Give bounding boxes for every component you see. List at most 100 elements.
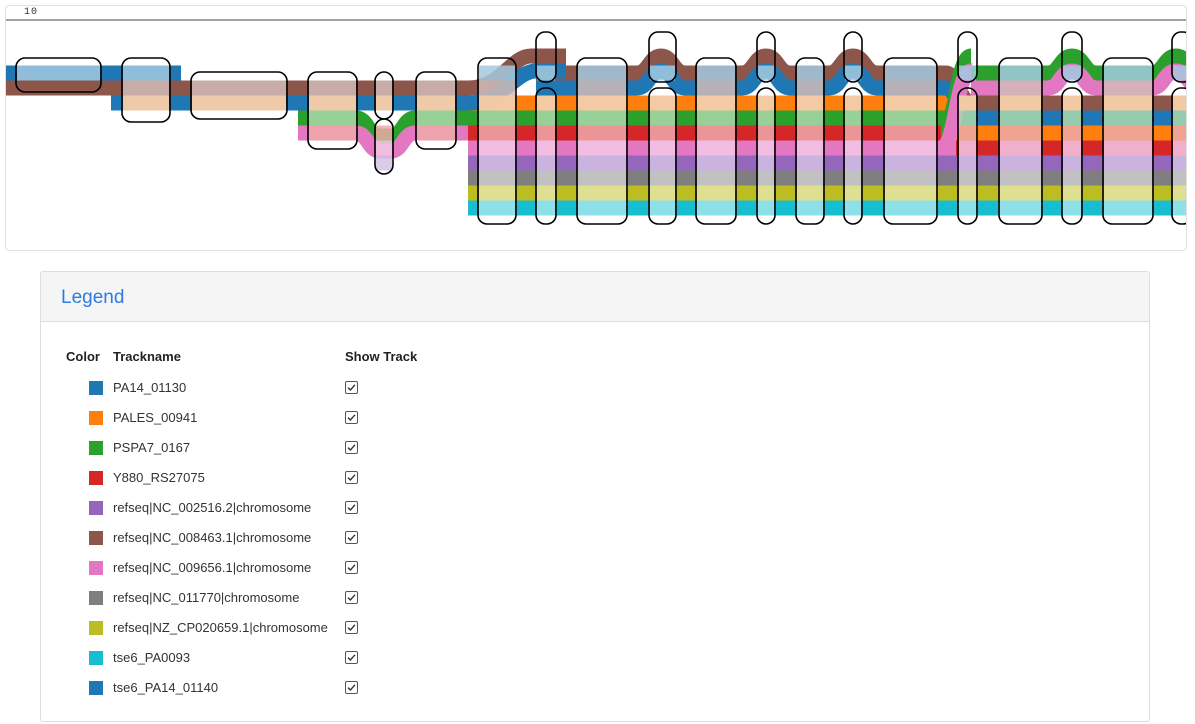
- graph-node[interactable]: [795, 57, 825, 225]
- node-track-highlight: [123, 95, 169, 111]
- node-track-highlight: [797, 95, 823, 111]
- node-track-highlight: [537, 155, 555, 171]
- node-track-highlight: [758, 95, 774, 111]
- show-track-checkbox[interactable]: [345, 531, 358, 544]
- color-swatch: [89, 651, 103, 665]
- node-track-highlight: [537, 125, 555, 141]
- legend-row: PA14_01130: [41, 378, 441, 408]
- graph-svg[interactable]: [6, 6, 1186, 250]
- node-track-highlight: [845, 185, 861, 201]
- graph-node[interactable]: [535, 31, 557, 83]
- node-track-highlight: [1173, 185, 1186, 201]
- graph-node[interactable]: [998, 57, 1043, 225]
- graph-node[interactable]: [695, 57, 737, 225]
- graph-node[interactable]: [374, 118, 394, 175]
- node-track-highlight: [1063, 185, 1081, 201]
- node-track-highlight: [376, 140, 392, 156]
- node-track-highlight: [1000, 170, 1041, 186]
- show-track-checkbox[interactable]: [345, 471, 358, 484]
- node-track-highlight: [1000, 65, 1041, 81]
- show-track-checkbox[interactable]: [345, 411, 358, 424]
- node-track-highlight: [1063, 110, 1081, 126]
- node-track-highlight: [1104, 95, 1152, 111]
- graph-node[interactable]: [415, 71, 457, 150]
- graph-node[interactable]: [648, 87, 677, 225]
- node-track-highlight: [845, 155, 861, 171]
- graph-node[interactable]: [756, 87, 776, 225]
- node-track-highlight: [845, 95, 861, 111]
- node-track-highlight: [758, 170, 774, 186]
- legend-row: PSPA7_0167: [41, 438, 441, 468]
- graph-node[interactable]: [1061, 87, 1083, 225]
- track-name: PA14_01130: [113, 380, 187, 395]
- node-track-highlight: [537, 140, 555, 156]
- show-track-checkbox[interactable]: [345, 651, 358, 664]
- node-track-highlight: [697, 185, 735, 201]
- node-track-highlight: [959, 95, 976, 111]
- node-track-highlight: [885, 95, 936, 111]
- node-track-highlight: [578, 125, 626, 141]
- node-track-highlight: [797, 185, 823, 201]
- legend-panel: Legend Color Trackname Show Track PA14_0…: [40, 271, 1150, 722]
- color-swatch: [89, 471, 103, 485]
- node-track-highlight: [309, 80, 356, 96]
- node-track-highlight: [758, 200, 774, 216]
- node-track-highlight: [845, 200, 861, 216]
- node-track-highlight: [959, 185, 976, 201]
- node-track-highlight: [417, 95, 455, 111]
- track-name: Y880_RS27075: [113, 470, 205, 485]
- node-track-highlight: [845, 125, 861, 141]
- node-track-highlight: [1000, 110, 1041, 126]
- graph-node[interactable]: [190, 71, 288, 120]
- node-track-highlight: [1173, 200, 1186, 216]
- node-track-highlight: [1000, 155, 1041, 171]
- node-track-highlight: [1063, 140, 1081, 156]
- graph-node[interactable]: [957, 31, 978, 83]
- graph-node[interactable]: [1061, 31, 1083, 83]
- graph-node[interactable]: [1102, 57, 1154, 225]
- node-track-highlight: [479, 125, 515, 141]
- show-track-checkbox[interactable]: [345, 591, 358, 604]
- graph-node[interactable]: [843, 87, 863, 225]
- node-track-highlight: [697, 125, 735, 141]
- node-track-highlight: [758, 65, 774, 81]
- node-track-highlight: [578, 170, 626, 186]
- graph-node[interactable]: [307, 71, 358, 150]
- node-track-highlight: [1063, 65, 1081, 81]
- node-track-highlight: [845, 140, 861, 156]
- node-track-highlight: [650, 185, 675, 201]
- check-icon: [347, 534, 356, 542]
- graph-node[interactable]: [957, 87, 978, 225]
- show-track-checkbox[interactable]: [345, 441, 358, 454]
- track-name: tse6_PA14_01140: [113, 680, 219, 695]
- show-track-checkbox[interactable]: [345, 501, 358, 514]
- graph-node[interactable]: [1171, 31, 1186, 83]
- graph-node[interactable]: [756, 31, 776, 83]
- graph-node[interactable]: [535, 87, 557, 225]
- ruler-label: 10: [24, 7, 39, 18]
- show-track-checkbox[interactable]: [345, 561, 358, 574]
- color-swatch: [89, 441, 103, 455]
- legend-title: Legend: [61, 287, 125, 308]
- graph-node[interactable]: [477, 57, 517, 225]
- graph-node[interactable]: [15, 57, 102, 93]
- graph-node[interactable]: [1171, 87, 1186, 225]
- show-track-checkbox[interactable]: [345, 621, 358, 634]
- node-track-highlight: [758, 185, 774, 201]
- check-icon: [347, 384, 356, 392]
- node-track-highlight: [650, 140, 675, 156]
- node-track-highlight: [1063, 125, 1081, 141]
- show-track-checkbox[interactable]: [345, 381, 358, 394]
- graph-node[interactable]: [121, 57, 171, 123]
- show-track-checkbox[interactable]: [345, 681, 358, 694]
- node-track-highlight: [758, 155, 774, 171]
- node-track-highlight: [797, 80, 823, 96]
- graph-node[interactable]: [843, 31, 863, 83]
- node-track-highlight: [417, 125, 455, 141]
- graph-node[interactable]: [883, 57, 938, 225]
- graph-node[interactable]: [576, 57, 628, 225]
- node-track-highlight: [1173, 155, 1186, 171]
- graph-node[interactable]: [648, 31, 677, 83]
- node-track-highlight: [1104, 80, 1152, 96]
- node-track-highlight: [578, 200, 626, 216]
